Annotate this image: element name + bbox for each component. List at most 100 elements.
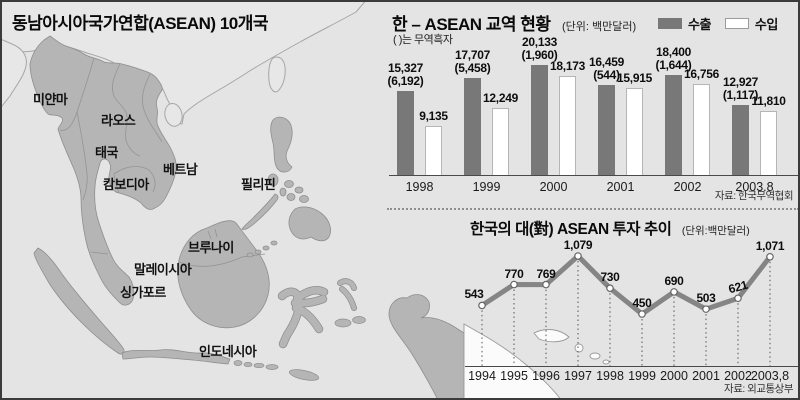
data-point [734, 294, 742, 303]
legend-import-swatch [724, 18, 749, 29]
invest-year-label: 1998 [596, 369, 624, 383]
export-value-label: 15,327 (6,192) [374, 62, 438, 88]
export-bar [598, 85, 615, 176]
invest-year-label: 2002 [724, 369, 752, 383]
trade-year-label: 1999 [472, 180, 501, 194]
map-taiwan [268, 56, 286, 93]
trade-chart-axis [389, 175, 798, 176]
legend-import-label: 수입 [754, 17, 778, 32]
invest-chart-title: 한국의 대(對) ASEAN 투자 추이 [470, 221, 672, 238]
invest-value-label: 730 [600, 270, 620, 285]
label-indonesia: 인도네시아 [199, 344, 257, 359]
trade-surplus-value: (1,117) [722, 88, 759, 102]
export-value: 15,327 [388, 61, 423, 75]
trade-chart-legend: 수출 수입 [658, 14, 786, 33]
export-value: 12,927 [723, 75, 758, 89]
export-value-label: 20,133 (1,960) [508, 36, 572, 62]
trade-chart-source: 자료: 한국무역협회 [714, 190, 794, 202]
invest-year-label: 2001 [692, 369, 720, 383]
invest-chart-axis [465, 366, 798, 367]
label-laos: 라오스 [101, 113, 136, 128]
trade-year-label: 2002 [673, 180, 702, 194]
data-point [766, 252, 774, 261]
trade-chart-header: 한 – ASEAN 교역 현황 (단위: 백만달러) [392, 10, 636, 35]
export-bar [531, 65, 548, 176]
trade-surplus-value: (5,458) [454, 61, 491, 75]
trade-chart-unit: (단위: 백만달러) [562, 21, 637, 33]
export-value-label: 17,707 (5,458) [441, 49, 505, 75]
import-value-label: 16,756 [684, 67, 719, 81]
invest-value-label: 770 [504, 266, 524, 281]
export-value: 18,400 [656, 45, 691, 59]
export-bar [732, 105, 749, 176]
invest-year-label: 1995 [500, 369, 528, 383]
import-value-label: 18,173 [550, 59, 585, 73]
trade-surplus-value: (6,192) [387, 74, 424, 88]
legend-export-swatch [658, 18, 682, 29]
map-seram-buru [334, 316, 366, 328]
invest-value-label: 450 [632, 296, 652, 310]
trade-surplus-value: (544) [593, 68, 620, 82]
export-bar [665, 75, 682, 176]
map-papua-new-guinea [463, 323, 561, 398]
trade-year-label: 2001 [606, 180, 635, 194]
invest-year-label: 2003,8 [750, 369, 790, 383]
map-country-borders [59, 57, 163, 255]
label-thailand: 태국 [95, 145, 118, 160]
invest-value-label: 503 [696, 291, 716, 306]
data-point [510, 280, 518, 289]
invest-year-label: 1994 [468, 369, 496, 383]
label-brunei: 브루나이 [188, 240, 234, 255]
invest-value-label: 690 [664, 273, 684, 288]
data-point [606, 284, 614, 292]
invest-year-label: 1999 [628, 369, 656, 383]
export-bar [397, 91, 414, 176]
map-java [121, 349, 231, 365]
trade-year-label: 2000 [539, 180, 568, 194]
map-china [2, 2, 366, 125]
map-india [2, 39, 27, 107]
label-cambodia: 캄보디아 [103, 177, 149, 192]
map-new-britain [533, 329, 610, 365]
legend-export-label: 수출 [688, 17, 711, 32]
import-value-label: 15,915 [617, 71, 652, 85]
invest-year-label: 2000 [660, 369, 688, 383]
export-value-label: 18,400 (1,644) [642, 46, 706, 72]
label-singapore: 싱가포르 [120, 285, 166, 300]
map-indochina [29, 35, 177, 306]
data-point [638, 310, 646, 318]
trade-chart-note: ( )는 무역흑자 [393, 34, 453, 46]
data-point [574, 252, 582, 260]
data-point [478, 301, 486, 310]
trade-chart-title: 한 – ASEAN 교역 현황 [392, 15, 551, 34]
invest-chart-unit: (단위:백만달러) [681, 225, 750, 237]
import-value-label: 11,810 [751, 94, 786, 108]
section-separator [387, 208, 798, 210]
map-philippines [241, 116, 331, 258]
data-point [542, 280, 550, 289]
invest-line [480, 253, 772, 317]
map-new-guinea-west [388, 294, 465, 398]
data-point [670, 288, 678, 296]
invest-year-label: 1996 [532, 369, 560, 383]
label-philippines: 필리핀 [241, 177, 276, 192]
trade-year-label: 2003.8 [735, 180, 774, 194]
invest-chart-source: 자료: 외교통상부 [724, 383, 793, 395]
trade-surplus-value: (1,960) [521, 48, 558, 62]
import-value-label: 12,249 [483, 91, 518, 105]
map-hainan [164, 103, 183, 127]
invest-value-label: 769 [536, 266, 556, 281]
invest-value-label: 543 [464, 287, 484, 302]
label-vietnam: 베트남 [163, 162, 198, 177]
trade-year-label: 1998 [405, 180, 434, 194]
map-borneo-border [178, 228, 266, 267]
invest-year-label: 1997 [564, 369, 592, 383]
export-value-label: 12,927 (1,117) [709, 76, 773, 102]
export-bar [464, 78, 481, 176]
map-moluccas [337, 278, 357, 311]
label-myanmar: 미얀마 [33, 92, 68, 107]
invest-chart-header: 한국의 대(對) ASEAN 투자 추이 (단위:백만달러) [470, 217, 750, 239]
